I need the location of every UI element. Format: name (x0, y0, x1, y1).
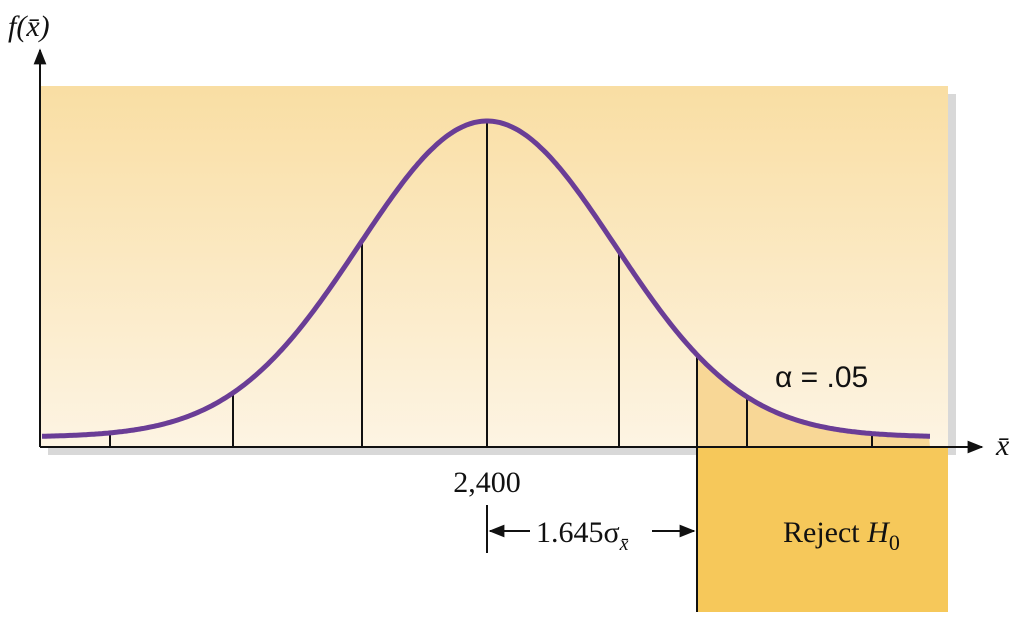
reject-region (697, 447, 948, 612)
reject-h: H (866, 516, 891, 549)
reject-label: Reject H0 (783, 516, 900, 555)
x-axis-label: x̄ (995, 429, 1010, 462)
panel (40, 86, 948, 447)
mean-label: 2,400 (453, 466, 521, 499)
distance-subscript: x̄ (619, 533, 629, 555)
reject-subscript: 0 (889, 530, 900, 555)
distance-text: 1.645σ (536, 516, 620, 549)
y-axis-label: f(x̄) (8, 10, 50, 43)
reject-text: Reject (783, 516, 867, 549)
distance-label: 1.645σx̄ (536, 516, 629, 555)
normal-curve (42, 118, 930, 439)
alpha-label: α = .05 (775, 361, 868, 394)
rejection-tail (697, 354, 930, 447)
